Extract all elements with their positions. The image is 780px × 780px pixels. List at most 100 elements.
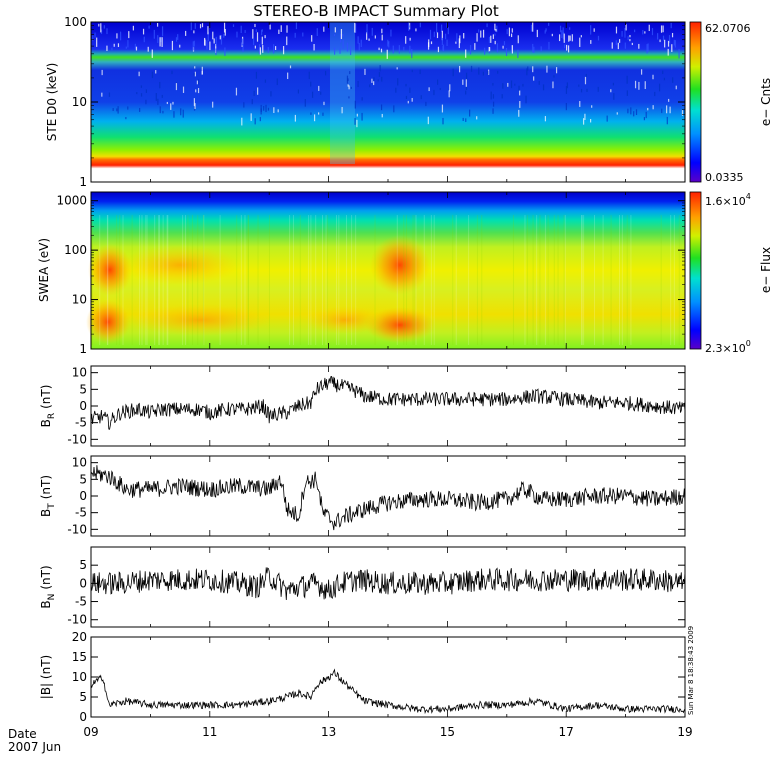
ste-speck bbox=[646, 44, 648, 54]
ste-speck bbox=[252, 29, 254, 39]
ste-speck bbox=[565, 102, 567, 111]
ste-speck bbox=[428, 87, 430, 92]
ste-speck bbox=[127, 106, 129, 110]
ste-speck bbox=[668, 98, 670, 102]
swea-stripe bbox=[583, 215, 585, 345]
ste-speck bbox=[517, 35, 519, 44]
ste-speck bbox=[590, 118, 592, 123]
ste-speck bbox=[456, 33, 458, 43]
ste-speck bbox=[476, 33, 478, 42]
x-tick-label: 09 bbox=[83, 725, 98, 739]
swea-stripe bbox=[563, 215, 565, 345]
ste-speck bbox=[606, 115, 608, 122]
ste-speck bbox=[444, 33, 447, 40]
x-tick-label: 13 bbox=[321, 725, 336, 739]
ste-speck bbox=[381, 113, 383, 118]
ste-speck bbox=[153, 29, 155, 39]
ste-event-band bbox=[330, 22, 355, 164]
ste-speck bbox=[462, 79, 464, 85]
ste-speck bbox=[429, 29, 432, 40]
ste-speck bbox=[177, 34, 179, 40]
ste-speck bbox=[505, 47, 508, 57]
ste-spectrogram bbox=[91, 22, 685, 182]
swea-stripe bbox=[412, 215, 414, 345]
x-tick-label: 17 bbox=[559, 725, 574, 739]
ste-speck bbox=[495, 28, 497, 32]
y-tick-label: 20 bbox=[72, 630, 87, 644]
ste-speck bbox=[348, 96, 350, 99]
ste-speck bbox=[101, 69, 103, 76]
ste-speck bbox=[420, 95, 422, 100]
ste-speck bbox=[634, 29, 636, 33]
swea-stripe bbox=[326, 215, 328, 345]
swea-stripe bbox=[131, 215, 133, 345]
ste-speck bbox=[469, 45, 472, 55]
ste-speck bbox=[567, 45, 570, 53]
y-tick-label: -5 bbox=[75, 595, 87, 609]
ste-speck bbox=[629, 39, 631, 42]
ste-speck bbox=[590, 40, 592, 44]
ste-speck bbox=[542, 84, 545, 91]
ste-speck bbox=[360, 39, 362, 47]
ste-speck bbox=[257, 87, 259, 95]
swea-stripe bbox=[107, 215, 109, 345]
ste-speck bbox=[569, 35, 571, 41]
ste-speck bbox=[642, 30, 644, 35]
ste-speck bbox=[223, 34, 225, 38]
ste-speck bbox=[341, 107, 343, 114]
swea-stripe bbox=[433, 215, 435, 345]
ste-speck bbox=[354, 100, 356, 109]
ste-speck bbox=[280, 25, 282, 32]
ste-speck bbox=[255, 29, 257, 33]
swea-colorbar bbox=[689, 191, 702, 350]
swea-stripe bbox=[247, 215, 249, 345]
bt-series bbox=[90, 465, 686, 531]
ste-speck bbox=[193, 30, 195, 34]
ste-speck bbox=[171, 40, 174, 51]
ste-speck bbox=[244, 30, 246, 33]
ste-speck bbox=[92, 35, 94, 42]
ste-speck bbox=[492, 94, 495, 99]
ste-speck bbox=[533, 46, 535, 53]
ste-speck bbox=[433, 31, 435, 38]
ste-speck bbox=[673, 39, 675, 46]
date-label: Date bbox=[8, 727, 37, 741]
ste-speck bbox=[264, 35, 266, 39]
ste-speck bbox=[652, 74, 654, 80]
ste-speck bbox=[616, 112, 618, 115]
ste-speck bbox=[161, 26, 164, 37]
ste-speck bbox=[380, 48, 383, 53]
swea-ylabel: SWEA (eV) bbox=[37, 238, 51, 302]
ste-speck bbox=[371, 27, 373, 36]
ste-speck bbox=[261, 29, 263, 32]
y-tick-label: 10 bbox=[72, 670, 87, 684]
ste-speck bbox=[136, 92, 138, 95]
ste-speck bbox=[361, 97, 363, 101]
ste-speck bbox=[584, 76, 587, 85]
ste-speck bbox=[347, 78, 349, 82]
ste-speck bbox=[98, 23, 100, 27]
ste-speck bbox=[170, 103, 172, 110]
br-ylabel: BR(nT) bbox=[39, 385, 57, 428]
ste-speck bbox=[157, 35, 159, 44]
ste-speck bbox=[615, 26, 618, 34]
ste-speck bbox=[371, 78, 373, 83]
ste-speck bbox=[175, 37, 178, 42]
swea-stripe bbox=[547, 215, 549, 345]
ste-speck bbox=[496, 43, 499, 53]
swea-colorbar-label: e− Flux bbox=[759, 247, 773, 293]
ste-speck bbox=[366, 32, 368, 40]
ste-speck bbox=[346, 42, 349, 52]
ste-speck bbox=[368, 38, 370, 41]
ste-speck bbox=[101, 92, 103, 97]
ste-speck bbox=[584, 113, 586, 121]
ste-speck bbox=[544, 30, 546, 34]
ste-speck bbox=[311, 91, 314, 98]
ste-speck bbox=[593, 28, 595, 32]
ste-speck bbox=[151, 49, 153, 58]
ste-speck bbox=[428, 39, 430, 48]
ste-speck bbox=[139, 107, 141, 112]
ste-speck bbox=[441, 104, 444, 113]
ste-speck bbox=[591, 105, 593, 108]
swea-stripe bbox=[156, 215, 158, 345]
